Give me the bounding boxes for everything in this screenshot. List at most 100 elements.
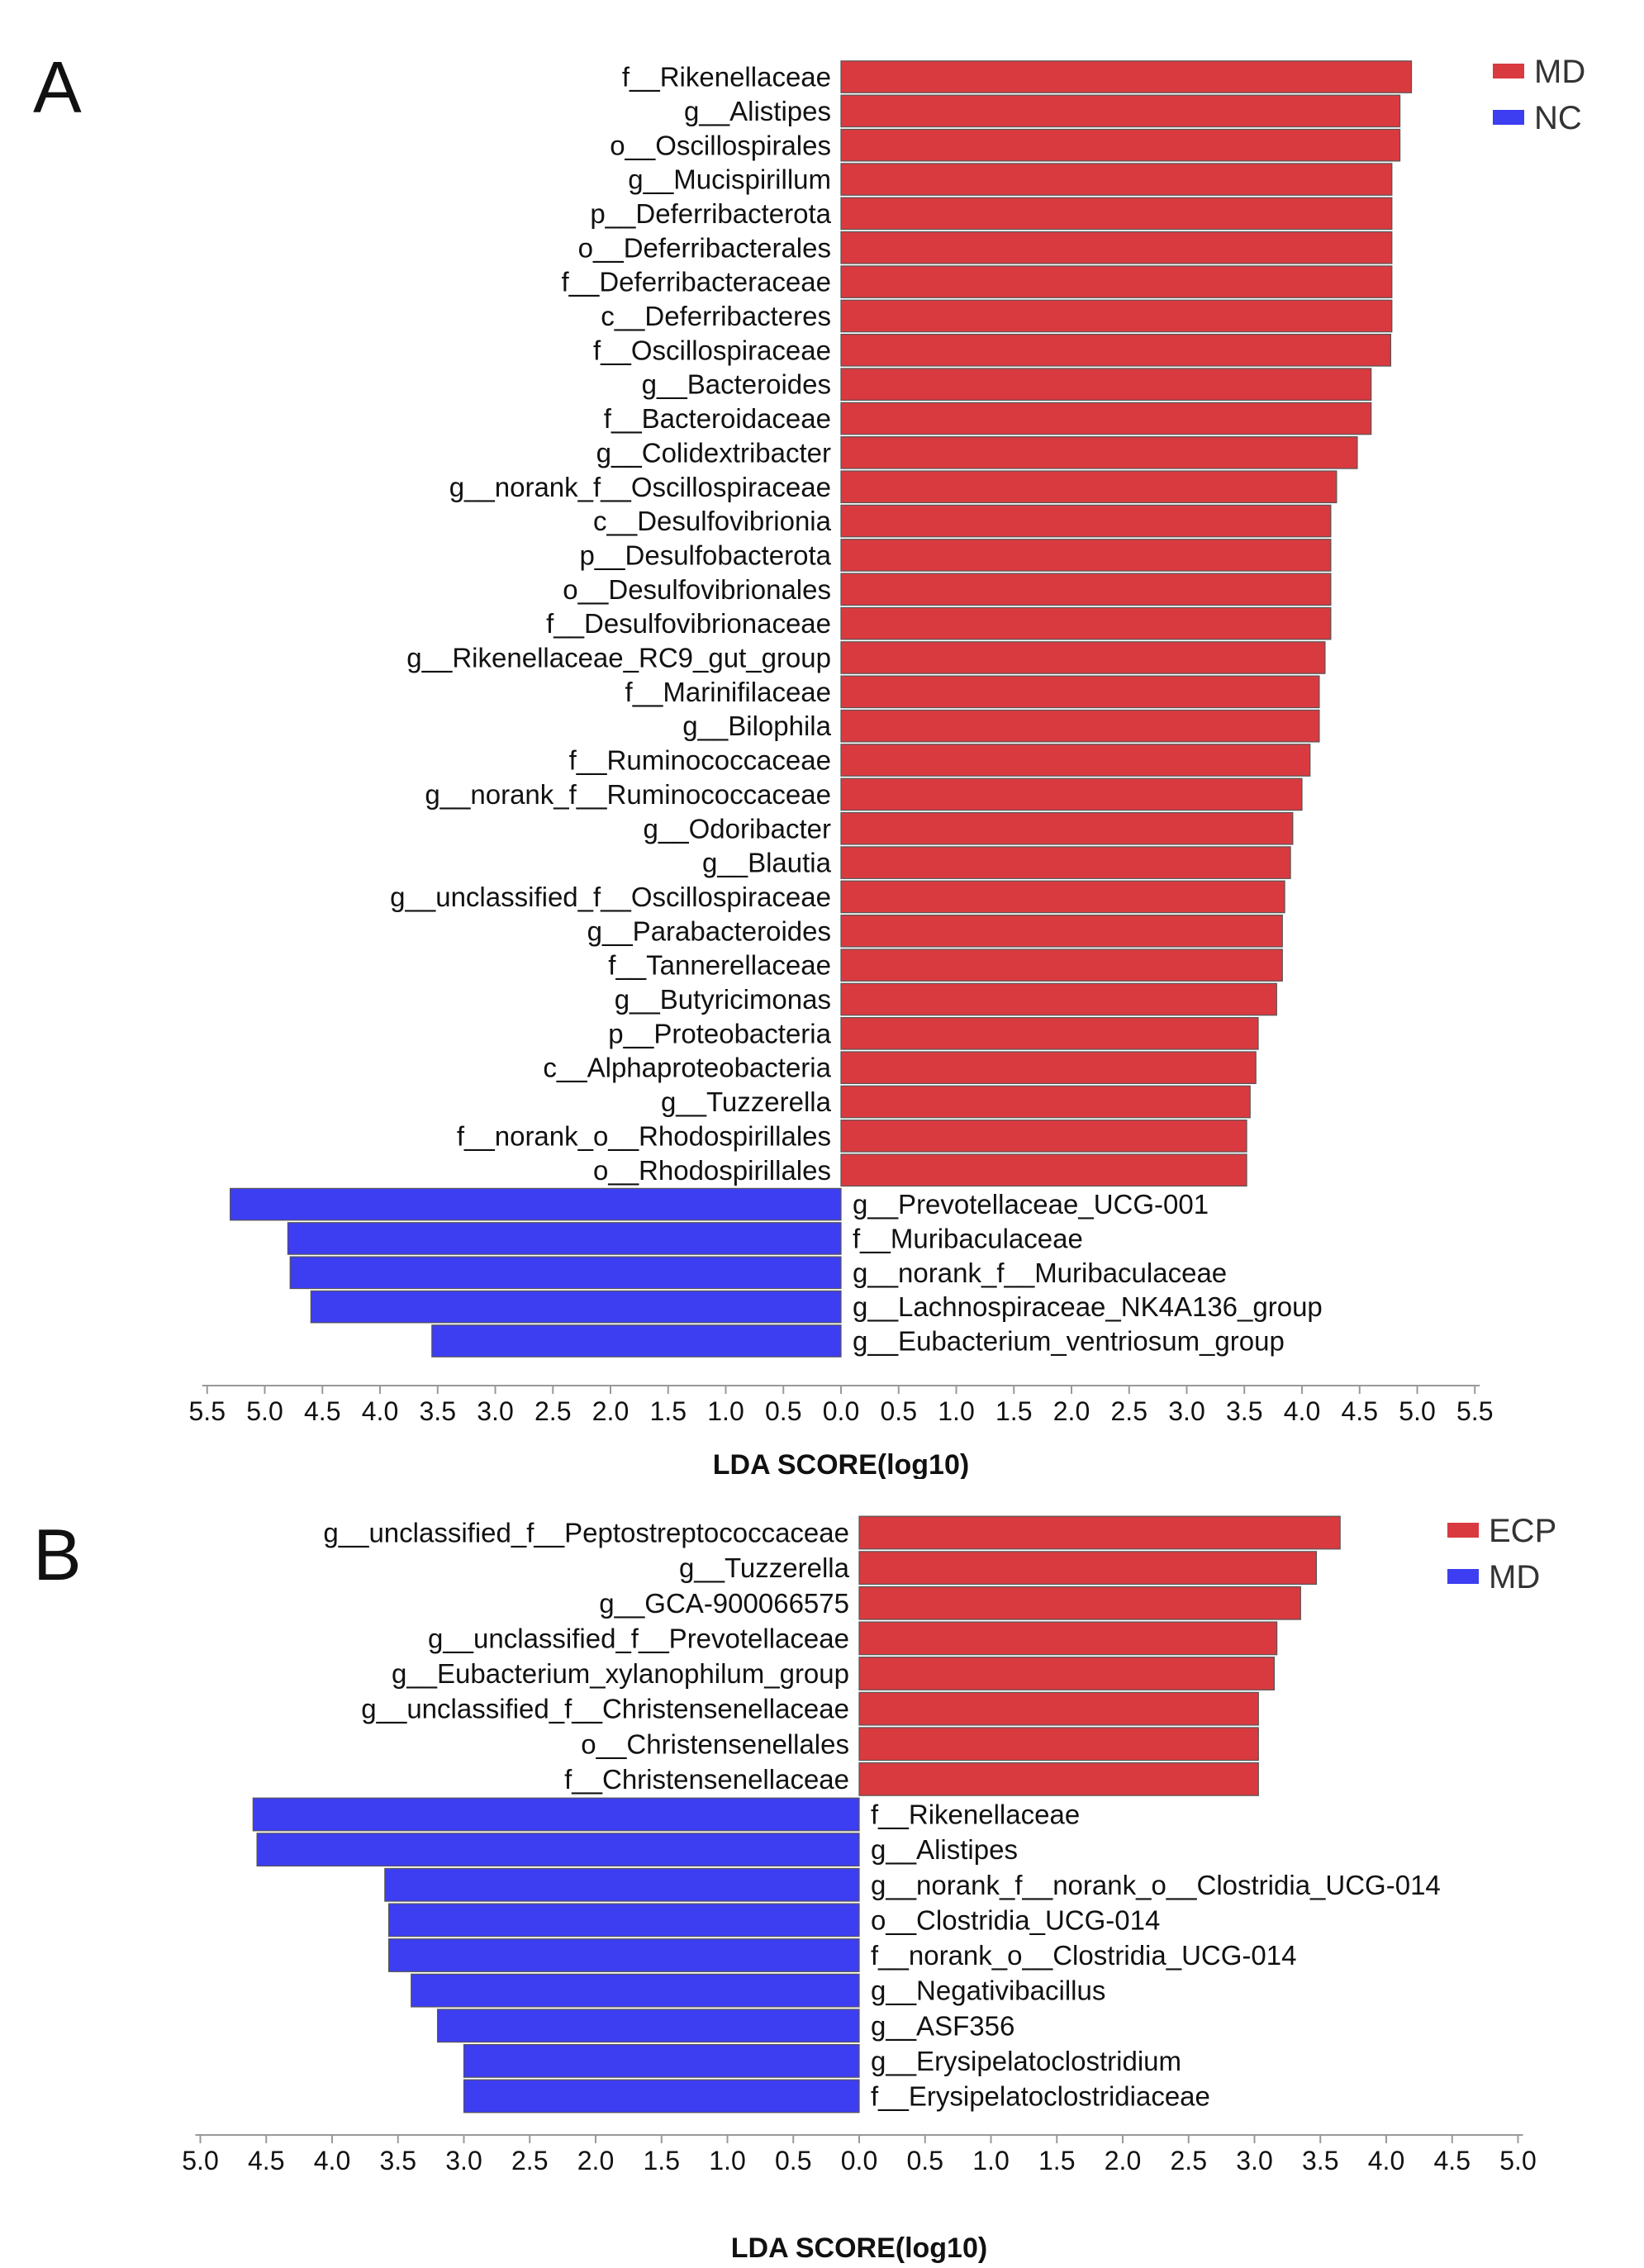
category-label: g__unclassified_f__Prevotellaceae — [428, 1623, 849, 1653]
category-label: p__Desulfobacterota — [579, 540, 831, 570]
legend-swatch — [1493, 110, 1524, 125]
bar-38 — [431, 1324, 842, 1357]
x-tick-label: 5.0 — [1499, 2146, 1536, 2175]
category-label: g__Mucispirillum — [628, 164, 831, 195]
bar-27 — [840, 949, 1283, 982]
bar-6 — [840, 231, 1393, 264]
bar-15 — [436, 2009, 860, 2043]
x-tick-label: 4.0 — [1284, 1396, 1320, 1426]
bar-15 — [840, 539, 1332, 572]
category-label: c__Alphaproteobacteria — [543, 1053, 831, 1083]
bar-5 — [840, 197, 1393, 231]
category-label: g__Prevotellaceae_UCG-001 — [853, 1189, 1209, 1220]
bar-1 — [858, 1515, 1341, 1550]
bar-5 — [858, 1657, 1276, 1690]
bar-24 — [840, 846, 1291, 879]
bar-28 — [840, 982, 1277, 1016]
x-tick-label: 5.0 — [1399, 1396, 1435, 1426]
category-label: f__Bacteroidaceae — [604, 403, 831, 434]
category-label: f__Desulfovibrionaceae — [546, 608, 831, 639]
legend-label: ECP — [1489, 1513, 1556, 1549]
x-tick-label: 0.5 — [775, 2146, 811, 2175]
x-tick-label: 4.5 — [304, 1396, 340, 1426]
x-tick-label: 2.5 — [511, 2146, 548, 2175]
bar-7 — [840, 265, 1393, 298]
category-label: o__Rhodospirillales — [593, 1155, 831, 1186]
bar-31 — [840, 1085, 1251, 1119]
bar-16 — [463, 2043, 860, 2078]
x-tick-label: 3.0 — [445, 2146, 482, 2175]
bar-17 — [463, 2079, 860, 2113]
bar-4 — [858, 1621, 1278, 1656]
x-tick-label: 2.5 — [535, 1396, 571, 1426]
x-tick-label: 4.5 — [1434, 2146, 1471, 2175]
category-label: p__Proteobacteria — [608, 1018, 831, 1048]
x-tick-label: 1.5 — [650, 1396, 687, 1426]
category-label: o__Oscillospirales — [610, 130, 831, 160]
x-tick-label: 3.5 — [1226, 1396, 1262, 1426]
category-label: g__Eubacterium_ventriosum_group — [853, 1326, 1285, 1357]
legend-swatch — [1447, 1523, 1479, 1538]
category-label: f__Deferribacteraceae — [561, 267, 831, 297]
category-label: g__Rikenellaceae_RC9_gut_group — [406, 643, 831, 673]
bar-17 — [840, 606, 1332, 640]
x-tick-label: 4.5 — [248, 2146, 284, 2175]
bar-6 — [858, 1691, 1259, 1726]
bar-29 — [840, 1017, 1259, 1050]
category-label: g__GCA-900066575 — [599, 1588, 849, 1619]
bar-36 — [289, 1256, 842, 1290]
bar-33 — [840, 1153, 1247, 1187]
bar-8 — [858, 1762, 1259, 1796]
x-tick-label: 3.0 — [1168, 1396, 1204, 1426]
bar-19 — [840, 675, 1320, 709]
x-tick-label: 2.0 — [1105, 2146, 1141, 2175]
x-tick-label: 3.5 — [380, 2146, 416, 2175]
category-label: g__norank_f__Oscillospiraceae — [449, 472, 831, 502]
bar-11 — [384, 1867, 860, 1902]
category-label: c__Deferribacteres — [601, 301, 831, 331]
legend-label: MD — [1534, 54, 1585, 90]
x-tick-label: 0.5 — [907, 2146, 943, 2175]
category-label: g__norank_f__Muribaculaceae — [853, 1258, 1227, 1288]
category-label: g__unclassified_f__Oscillospiraceae — [390, 882, 831, 912]
legend-swatch — [1493, 64, 1524, 78]
bar-3 — [858, 1586, 1301, 1620]
category-label: g__Colidextribacter — [596, 437, 831, 468]
bar-22 — [840, 777, 1303, 811]
category-label: o__Desulfovibrionales — [563, 574, 831, 605]
category-label: g__Parabacteroides — [587, 915, 831, 946]
category-label: f__Rikenellaceae — [871, 1800, 1080, 1830]
category-label: g__norank_f__Ruminococcaceae — [425, 779, 831, 810]
bar-10 — [840, 368, 1372, 401]
bar-12 — [840, 436, 1358, 469]
category-label: f__norank_o__Rhodospirillales — [457, 1120, 831, 1151]
x-tick-label: 4.0 — [314, 2146, 350, 2175]
category-label: g__unclassified_f__Christensenellaceae — [361, 1694, 849, 1724]
category-label: g__Negativibacillus — [871, 1976, 1105, 2006]
category-label: f__Tannerellaceae — [608, 950, 831, 981]
category-label: g__Erysipelatoclostridium — [871, 2046, 1181, 2076]
category-label: f__Marinifilaceae — [625, 677, 831, 707]
bar-3 — [840, 128, 1401, 162]
bar-21 — [840, 744, 1311, 777]
category-label: g__Bacteroides — [642, 369, 831, 400]
x-tick-label: 5.5 — [189, 1396, 226, 1426]
category-label: g__Blautia — [702, 848, 832, 878]
bar-7 — [858, 1727, 1259, 1762]
x-tick-label: 2.0 — [592, 1396, 629, 1426]
bar-2 — [840, 94, 1401, 128]
category-label: p__Deferribacterota — [590, 198, 831, 229]
category-label: g__norank_f__norank_o__Clostridia_UCG-01… — [871, 1870, 1441, 1900]
x-tick-label: 4.5 — [1342, 1396, 1378, 1426]
bar-9 — [840, 333, 1392, 367]
bar-12 — [387, 1903, 860, 1938]
x-tick-label: 2.5 — [1111, 1396, 1147, 1426]
category-label: o__Christensenellales — [581, 1728, 849, 1759]
legend-swatch — [1447, 1569, 1479, 1584]
panel-b-letter: B — [33, 1514, 82, 1595]
bar-26 — [840, 914, 1283, 948]
category-label: g__Butyricimonas — [615, 984, 831, 1015]
category-label: g__ASF356 — [871, 2010, 1014, 2041]
x-tick-label: 3.5 — [1302, 2146, 1338, 2175]
